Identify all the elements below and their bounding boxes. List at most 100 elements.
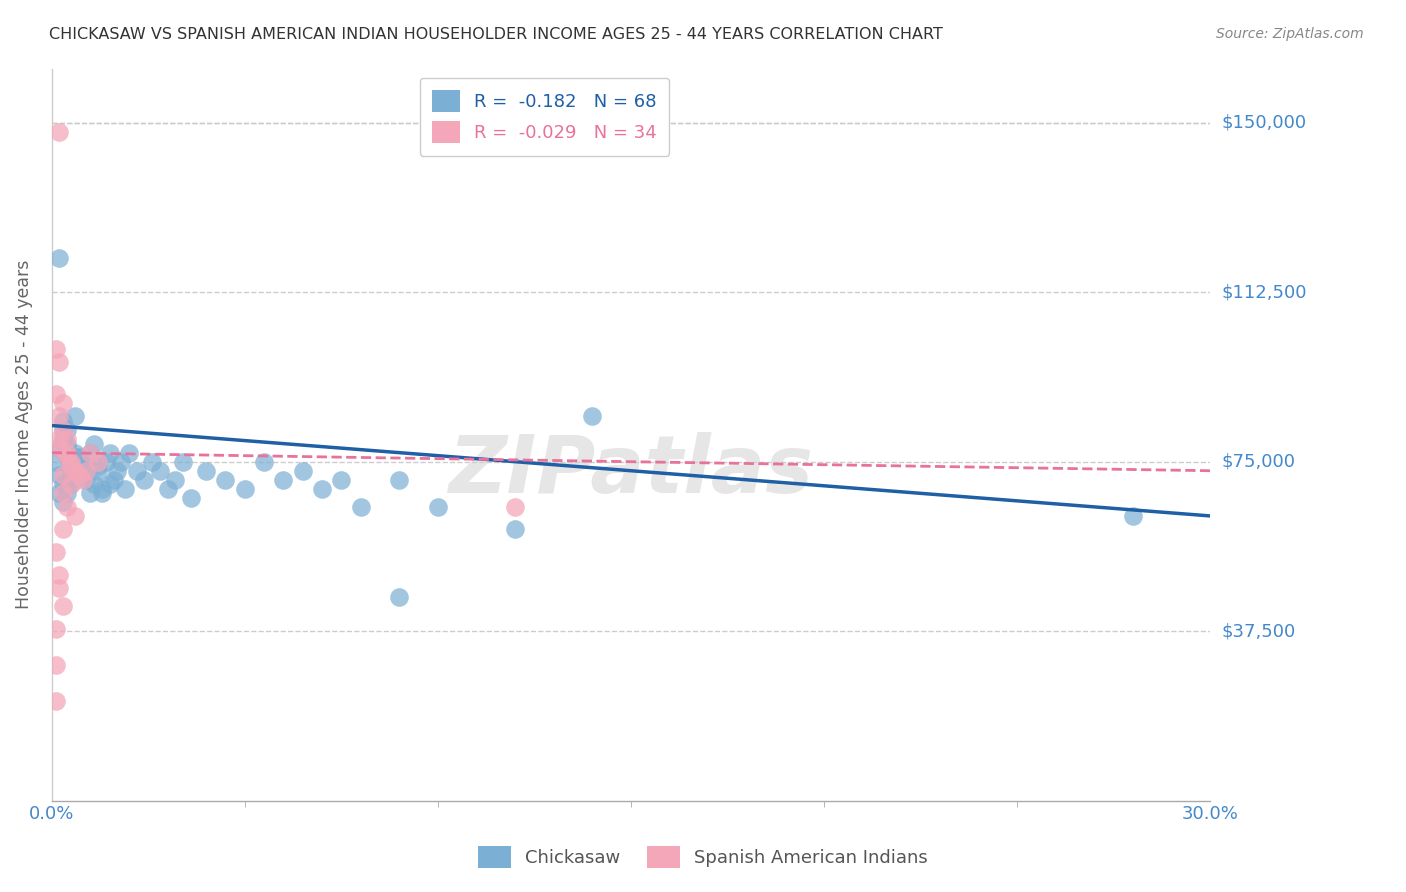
- Point: [56, 450, 79, 465]
- Point: [52, 468, 75, 483]
- Point: [56, 500, 79, 514]
- Point: [180, 491, 202, 505]
- Point: [503, 523, 526, 537]
- Point: [91, 486, 114, 500]
- Point: [56, 441, 79, 455]
- Point: [45, 342, 67, 356]
- Point: [56, 486, 79, 500]
- Point: [52, 423, 75, 437]
- Point: [311, 482, 333, 496]
- Point: [60, 477, 83, 491]
- Point: [349, 500, 371, 514]
- Point: [233, 482, 256, 496]
- Point: [52, 599, 75, 614]
- Point: [60, 459, 83, 474]
- Text: $150,000: $150,000: [1222, 114, 1306, 132]
- Point: [52, 495, 75, 509]
- Point: [60, 473, 83, 487]
- Point: [94, 455, 117, 469]
- Text: $37,500: $37,500: [1222, 622, 1295, 640]
- Point: [52, 396, 75, 410]
- Point: [48, 125, 70, 139]
- Point: [45, 622, 67, 636]
- Point: [52, 423, 75, 437]
- Text: Source: ZipAtlas.com: Source: ZipAtlas.com: [1216, 27, 1364, 41]
- Point: [1122, 508, 1144, 523]
- Point: [114, 482, 136, 496]
- Point: [63, 445, 86, 459]
- Point: [87, 459, 110, 474]
- Point: [503, 500, 526, 514]
- Point: [110, 455, 132, 469]
- Point: [48, 581, 70, 595]
- Point: [56, 450, 79, 465]
- Point: [72, 464, 94, 478]
- Point: [118, 445, 141, 459]
- Point: [60, 459, 83, 474]
- Point: [56, 432, 79, 446]
- Point: [48, 441, 70, 455]
- Point: [52, 414, 75, 428]
- Point: [45, 455, 67, 469]
- Point: [56, 436, 79, 450]
- Point: [72, 473, 94, 487]
- Point: [83, 477, 105, 491]
- Point: [48, 567, 70, 582]
- Point: [426, 500, 449, 514]
- Point: [149, 464, 172, 478]
- Point: [72, 468, 94, 483]
- Point: [48, 486, 70, 500]
- Legend: R =  -0.182   N = 68, R =  -0.029   N = 34: R = -0.182 N = 68, R = -0.029 N = 34: [420, 78, 669, 156]
- Point: [156, 482, 179, 496]
- Point: [87, 464, 110, 478]
- Point: [79, 486, 101, 500]
- Point: [52, 486, 75, 500]
- Point: [165, 473, 187, 487]
- Point: [56, 423, 79, 437]
- Point: [291, 464, 314, 478]
- Point: [45, 694, 67, 708]
- Point: [103, 473, 125, 487]
- Point: [63, 450, 86, 465]
- Text: $112,500: $112,500: [1222, 284, 1306, 301]
- Point: [98, 477, 121, 491]
- Point: [63, 468, 86, 483]
- Point: [125, 464, 148, 478]
- Point: [45, 545, 67, 559]
- Text: CHICKASAW VS SPANISH AMERICAN INDIAN HOUSEHOLDER INCOME AGES 25 - 44 YEARS CORRE: CHICKASAW VS SPANISH AMERICAN INDIAN HOU…: [49, 27, 943, 42]
- Point: [273, 473, 295, 487]
- Point: [388, 591, 411, 605]
- Point: [45, 387, 67, 401]
- Point: [60, 477, 83, 491]
- Point: [214, 473, 236, 487]
- Point: [87, 455, 110, 469]
- Point: [45, 658, 67, 673]
- Point: [141, 455, 163, 469]
- Point: [105, 464, 128, 478]
- Y-axis label: Householder Income Ages 25 - 44 years: Householder Income Ages 25 - 44 years: [15, 260, 32, 609]
- Point: [330, 473, 353, 487]
- Point: [79, 445, 101, 459]
- Point: [98, 445, 121, 459]
- Point: [79, 445, 101, 459]
- Point: [60, 464, 83, 478]
- Point: [48, 355, 70, 369]
- Point: [48, 409, 70, 424]
- Point: [91, 482, 114, 496]
- Point: [48, 432, 70, 446]
- Point: [52, 523, 75, 537]
- Point: [581, 409, 603, 424]
- Point: [60, 455, 83, 469]
- Point: [67, 450, 90, 465]
- Point: [52, 477, 75, 491]
- Point: [388, 473, 411, 487]
- Point: [172, 455, 194, 469]
- Point: [83, 436, 105, 450]
- Point: [253, 455, 276, 469]
- Text: ZIPatlas: ZIPatlas: [449, 433, 814, 510]
- Point: [67, 468, 90, 483]
- Point: [67, 455, 90, 469]
- Point: [63, 508, 86, 523]
- Point: [48, 468, 70, 483]
- Point: [63, 409, 86, 424]
